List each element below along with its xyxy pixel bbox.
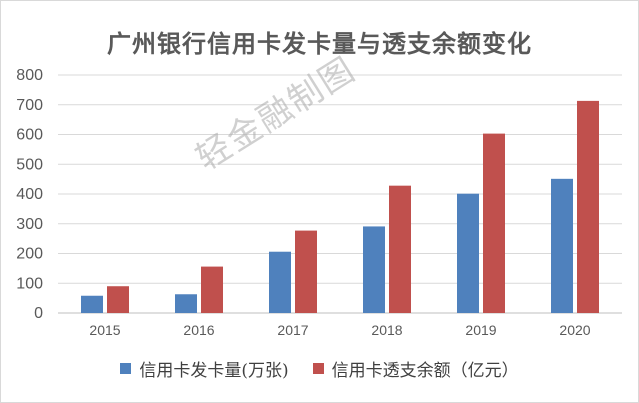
y-tick-label: 500: [16, 156, 43, 173]
bar-card-issuance-2016: [175, 294, 197, 313]
y-tick-label: 800: [16, 67, 43, 84]
y-tick-label: 400: [16, 186, 43, 203]
y-tick-label: 700: [16, 97, 43, 114]
bars: [81, 100, 599, 313]
legend-label-card-issuance: 信用卡发卡量(万张): [139, 361, 289, 381]
bar-card-issuance-2017: [269, 251, 291, 313]
legend-swatch-overdraft-balance: [312, 363, 324, 374]
x-tick-label: 2019: [465, 322, 496, 338]
bar-overdraft-balance-2017: [295, 230, 317, 313]
legend-swatch-card-issuance: [120, 363, 132, 374]
y-tick-label: 100: [16, 275, 43, 292]
x-axis-ticks: 2015 2016 2017 2018 2019 2020: [89, 322, 590, 338]
x-tick-label: 2018: [371, 322, 402, 338]
x-tick-label: 2016: [183, 322, 214, 338]
bar-overdraft-balance-2015: [107, 286, 129, 313]
gridlines: [58, 74, 622, 314]
bar-overdraft-balance-2018: [389, 185, 411, 313]
bar-card-issuance-2015: [81, 295, 103, 313]
y-tick-label: 300: [16, 216, 43, 233]
y-axis-ticks: 0 100 200 300 400 500 600 700 800: [16, 67, 43, 322]
bar-card-issuance-2020: [551, 178, 573, 313]
legend: 信用卡发卡量(万张) 信用卡透支余额（亿元）: [0, 356, 639, 381]
x-tick-label: 2015: [89, 322, 120, 338]
bar-overdraft-balance-2016: [201, 266, 223, 313]
x-tick-label: 2020: [559, 322, 590, 338]
y-tick-label: 600: [16, 127, 43, 144]
chart-title: 广州银行信用卡发卡量与透支余额变化: [107, 29, 532, 58]
bar-card-issuance-2019: [457, 193, 479, 313]
bar-card-issuance-2018: [363, 226, 385, 313]
y-tick-label: 200: [16, 246, 43, 263]
bar-overdraft-balance-2020: [577, 100, 599, 313]
y-tick-label: 0: [34, 305, 43, 322]
legend-label-overdraft-balance: 信用卡透支余额（亿元）: [331, 361, 519, 381]
bar-overdraft-balance-2019: [483, 133, 505, 313]
legend-item-card-issuance: 信用卡发卡量(万张): [120, 356, 289, 381]
legend-item-overdraft-balance: 信用卡透支余额（亿元）: [312, 356, 519, 381]
x-tick-label: 2017: [277, 322, 308, 338]
